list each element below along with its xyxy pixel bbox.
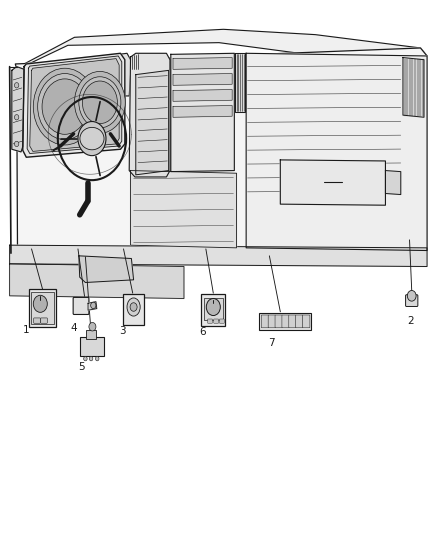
Polygon shape [235,53,245,112]
FancyBboxPatch shape [201,294,225,326]
Circle shape [84,357,87,361]
Polygon shape [10,264,184,298]
Circle shape [79,77,121,128]
Circle shape [82,81,117,124]
Circle shape [42,79,88,134]
FancyBboxPatch shape [289,315,296,328]
FancyBboxPatch shape [80,337,104,356]
FancyBboxPatch shape [29,289,56,327]
Polygon shape [131,171,237,248]
FancyBboxPatch shape [275,315,283,328]
FancyBboxPatch shape [258,313,311,330]
FancyBboxPatch shape [303,315,310,328]
Polygon shape [246,53,427,251]
Circle shape [14,115,19,120]
Text: 7: 7 [268,338,275,349]
Text: 3: 3 [119,326,126,336]
Polygon shape [171,53,234,172]
Polygon shape [173,106,232,117]
FancyBboxPatch shape [204,297,223,320]
Circle shape [91,302,96,309]
Polygon shape [15,48,427,253]
FancyBboxPatch shape [123,294,144,325]
Circle shape [206,298,220,316]
Polygon shape [27,56,122,154]
Polygon shape [129,53,170,177]
Circle shape [33,295,47,312]
Circle shape [407,290,416,301]
Polygon shape [403,58,424,117]
Text: 2: 2 [407,316,414,326]
Polygon shape [18,53,131,96]
Circle shape [14,83,19,88]
FancyBboxPatch shape [214,319,219,323]
FancyBboxPatch shape [208,319,212,323]
Text: 5: 5 [78,362,85,373]
Polygon shape [173,90,232,101]
FancyBboxPatch shape [296,315,303,328]
Circle shape [89,357,93,361]
FancyBboxPatch shape [41,318,47,323]
Circle shape [14,141,19,147]
Polygon shape [79,256,134,282]
Text: 1: 1 [23,325,30,335]
Polygon shape [173,58,232,69]
Text: 6: 6 [199,327,206,337]
Polygon shape [136,70,169,175]
Circle shape [74,71,125,133]
Polygon shape [18,29,427,69]
Text: 4: 4 [70,323,77,333]
Circle shape [33,68,96,145]
FancyBboxPatch shape [34,318,40,323]
Ellipse shape [80,127,104,150]
Polygon shape [10,245,427,266]
Circle shape [78,122,106,156]
FancyBboxPatch shape [406,295,418,306]
FancyBboxPatch shape [261,315,268,328]
Ellipse shape [127,298,140,316]
FancyBboxPatch shape [219,319,224,323]
Polygon shape [385,171,401,195]
Polygon shape [30,59,119,151]
FancyBboxPatch shape [86,330,96,339]
Polygon shape [12,67,24,152]
Polygon shape [23,53,125,157]
FancyBboxPatch shape [73,297,89,314]
Circle shape [130,303,137,311]
Polygon shape [280,160,385,205]
FancyBboxPatch shape [268,315,276,328]
Polygon shape [173,74,232,85]
FancyBboxPatch shape [282,315,289,328]
Circle shape [89,322,96,331]
FancyBboxPatch shape [32,292,54,324]
Circle shape [95,357,99,361]
Circle shape [38,74,92,140]
Polygon shape [88,302,97,310]
